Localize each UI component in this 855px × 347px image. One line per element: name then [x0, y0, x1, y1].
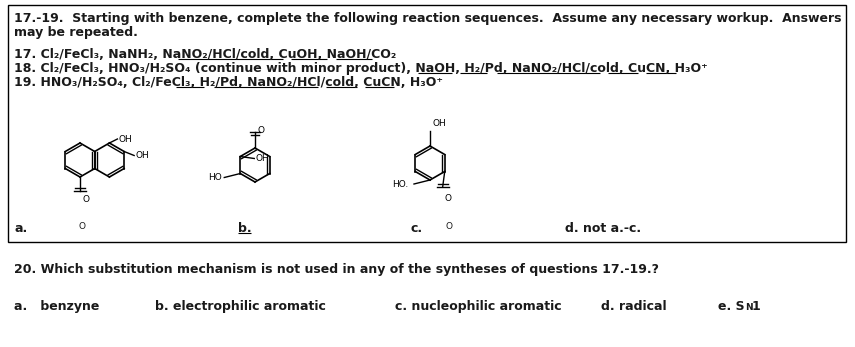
Text: c. nucleophilic aromatic: c. nucleophilic aromatic — [395, 300, 562, 313]
Text: 1: 1 — [752, 300, 761, 313]
Bar — [8, 5, 846, 242]
Text: OH: OH — [135, 151, 149, 160]
Text: O: O — [257, 126, 264, 135]
Text: 19. HNO₃/H₂SO₄, Cl₂/FeCl₃, H₂/Pd, NaNO₂/HCl/cold, CuCN, H₃O⁺: 19. HNO₃/H₂SO₄, Cl₂/FeCl₃, H₂/Pd, NaNO₂/… — [14, 76, 443, 89]
Text: e. S: e. S — [718, 300, 745, 313]
Text: a.   benzyne: a. benzyne — [14, 300, 99, 313]
Text: OH: OH — [432, 119, 445, 128]
Text: 17.-19.  Starting with benzene, complete the following reaction sequences.  Assu: 17.-19. Starting with benzene, complete … — [14, 12, 841, 25]
Text: b.: b. — [238, 222, 251, 235]
Text: d. radical: d. radical — [601, 300, 667, 313]
Text: OH: OH — [256, 154, 269, 163]
Text: 20. Which substitution mechanism is not used in any of the syntheses of question: 20. Which substitution mechanism is not … — [14, 263, 659, 276]
Text: O: O — [445, 222, 452, 231]
Text: d. not a.-c.: d. not a.-c. — [565, 222, 641, 235]
Text: c.: c. — [410, 222, 422, 235]
Text: O: O — [82, 195, 89, 204]
Text: O: O — [445, 194, 451, 203]
Text: HO: HO — [209, 173, 222, 182]
Text: may be repeated.: may be repeated. — [14, 26, 138, 39]
Text: 17. Cl₂/FeCl₃, NaNH₂, NaNO₂/HCl/cold, CuOH, NaOH/CO₂: 17. Cl₂/FeCl₃, NaNH₂, NaNO₂/HCl/cold, Cu… — [14, 48, 396, 61]
Text: a.: a. — [14, 222, 27, 235]
Text: OH: OH — [118, 135, 133, 144]
Text: HO.: HO. — [392, 179, 408, 188]
Text: O: O — [78, 222, 85, 231]
Text: N: N — [745, 303, 752, 312]
Text: 18. Cl₂/FeCl₃, HNO₃/H₂SO₄ (continue with minor product), NaOH, H₂/Pd, NaNO₂/HCl/: 18. Cl₂/FeCl₃, HNO₃/H₂SO₄ (continue with… — [14, 62, 708, 75]
Text: b. electrophilic aromatic: b. electrophilic aromatic — [155, 300, 326, 313]
